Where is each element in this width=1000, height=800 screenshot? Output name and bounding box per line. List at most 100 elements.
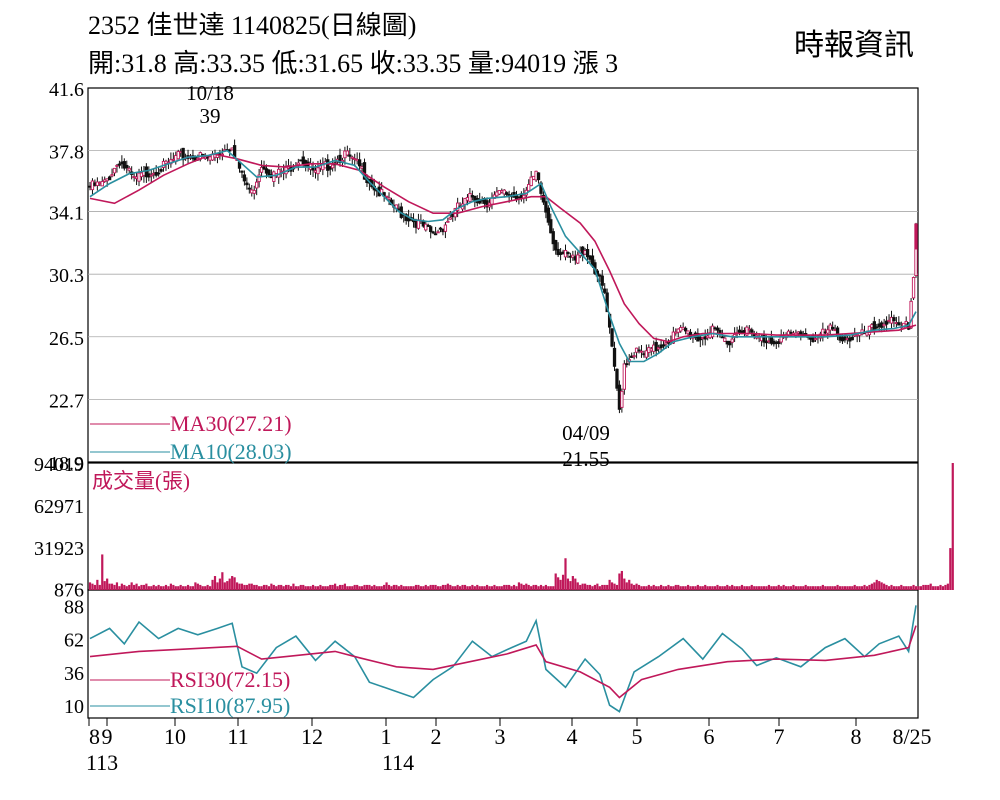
rsi-tick-label: 36 — [64, 663, 84, 685]
candle-body — [125, 164, 129, 169]
volume-bar — [890, 584, 893, 590]
volume-bar — [209, 586, 212, 590]
volume-bar — [444, 584, 447, 590]
rsi-tick-label: 10 — [64, 696, 84, 718]
candle-body — [625, 363, 629, 366]
price-tick-label: 34.1 — [49, 203, 84, 225]
volume-bar — [883, 583, 886, 590]
volume-bar — [735, 586, 739, 590]
volume-bar — [390, 586, 393, 590]
volume-bar — [456, 584, 459, 590]
volume-bar — [459, 586, 462, 590]
volume-bar — [517, 582, 521, 590]
volume-bar — [723, 586, 726, 590]
x-month-label: 1 — [381, 724, 392, 749]
volume-bar — [691, 586, 695, 590]
volume-bar — [245, 584, 248, 590]
candle-body — [620, 390, 624, 408]
volume-bar — [552, 586, 555, 590]
volume-bar — [483, 586, 486, 590]
volume-bar — [503, 584, 506, 590]
candle-body — [245, 182, 249, 186]
volume-bar — [338, 584, 342, 590]
volume-bar — [515, 586, 518, 590]
volume-bar — [846, 586, 849, 590]
price-panel: 41.6 37.8 34.1 30.3 26.5 22.7 18.9 MA30(27.21) M… — [49, 79, 918, 475]
volume-bar — [760, 586, 763, 590]
candle-body — [448, 217, 452, 220]
volume-bar — [250, 583, 253, 590]
volume-bar — [238, 583, 241, 590]
candle-body — [100, 181, 104, 187]
candle-body — [156, 172, 161, 175]
volume-bar — [912, 584, 915, 590]
candle-body — [615, 368, 619, 389]
volume-bar — [598, 586, 601, 590]
volume-bar — [566, 578, 570, 590]
ohlc-summary: 開:31.8 高:33.35 低:31.65 收:33.35 量:94019 漲… — [88, 49, 619, 78]
x-month-label: 2 — [431, 724, 442, 749]
volume-bar — [383, 584, 386, 590]
volume-bar — [346, 586, 349, 590]
volume-bar — [811, 586, 815, 590]
volume-bar — [593, 584, 597, 590]
candle-body — [433, 233, 438, 236]
volume-bar — [267, 586, 271, 590]
volume-bar — [873, 582, 876, 590]
volume-bar — [826, 586, 829, 590]
volume-bar — [434, 584, 437, 590]
volume-bar — [669, 586, 672, 590]
volume-bar — [93, 584, 97, 590]
volume-title: 成交量(張) — [92, 469, 190, 493]
low-value-annotation: 21.55 — [562, 447, 609, 471]
volume-bar — [733, 586, 736, 590]
volume-bar — [591, 586, 594, 590]
volume-bar — [885, 584, 888, 590]
candle-body — [429, 226, 433, 233]
volume-bar — [586, 584, 589, 590]
volume-bar — [436, 586, 440, 590]
volume-bar — [407, 586, 410, 590]
volume-tick-label: 94019 — [34, 454, 84, 476]
price-tick-label: 18.9 — [49, 453, 84, 475]
volume-frame — [87, 462, 919, 591]
volume-bar — [657, 586, 660, 590]
x-month-label: 8 — [89, 724, 100, 749]
volume-bar — [713, 586, 717, 590]
volume-bar — [836, 584, 839, 590]
volume-bar — [588, 584, 592, 590]
x-month-label: 11 — [227, 724, 248, 749]
volume-bar — [831, 586, 834, 590]
volume-bar — [797, 586, 800, 590]
candle-body — [348, 154, 352, 157]
volume-bar — [951, 463, 954, 590]
candle-body — [502, 189, 506, 195]
candle-body — [541, 194, 546, 203]
candle-body — [144, 166, 149, 178]
low-date-annotation: 04/09 — [562, 421, 610, 445]
candle-body — [316, 167, 320, 175]
volume-bar — [799, 586, 802, 590]
volume-bar — [838, 586, 842, 590]
volume-panel: 94019 62971 31923 876 成交量(張) — [34, 454, 954, 602]
candle-body — [176, 151, 180, 160]
volume-bar — [821, 584, 824, 590]
volume-bar — [851, 586, 854, 590]
price-frame — [87, 87, 919, 463]
volume-bar — [875, 579, 878, 590]
price-tick-label: 30.3 — [49, 265, 84, 287]
candle-body — [632, 355, 636, 358]
volume-bar — [91, 583, 94, 590]
volume-bar — [917, 586, 920, 590]
x-month-label: 8/25 — [892, 724, 931, 749]
volume-bar — [787, 586, 790, 590]
volume-bar — [696, 584, 699, 590]
volume-bar — [478, 586, 481, 590]
volume-bar — [353, 584, 356, 590]
price-tick-label: 22.7 — [49, 390, 84, 412]
volume-bar — [620, 570, 623, 590]
volume-bar — [282, 586, 285, 590]
volume-bar — [289, 586, 293, 590]
volume-bar — [645, 586, 648, 590]
candle-body — [639, 350, 644, 353]
